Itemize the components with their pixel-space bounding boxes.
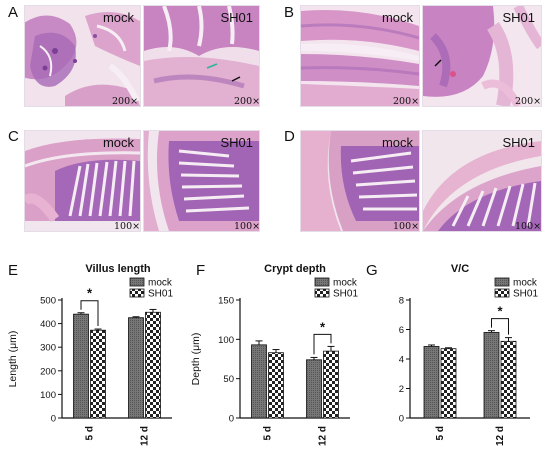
micrograph-d-mock: mock (300, 130, 420, 232)
micrograph-d-sh01: SH01 (422, 130, 542, 232)
y-axis-label: Depth (μm) (190, 333, 202, 386)
y-tick-label: 8 (399, 296, 404, 307)
label-sh01: SH01 (220, 10, 253, 25)
y-tick-label: 50 (223, 374, 234, 385)
significance-marker: * (87, 286, 93, 301)
legend-swatch-mock (314, 277, 330, 287)
legend-label-sh01: SH01 (333, 289, 358, 300)
bar-mock-12d (306, 359, 322, 419)
y-tick-label: 0 (229, 414, 234, 425)
label-mock: mock (381, 10, 413, 25)
legend-label-mock: mock (513, 278, 538, 289)
legend-label-mock: mock (148, 278, 173, 289)
legend-swatch-mock (129, 277, 145, 287)
label-sh01: SH01 (502, 135, 535, 150)
micrograph-a-sh01: SH01 (143, 5, 260, 107)
bar-sh01-5d (268, 352, 284, 419)
magnification-label: 100× (515, 221, 542, 232)
bar-mock-12d (128, 317, 144, 419)
chart-title: V/C (451, 263, 469, 275)
panel-letter-a: A (8, 4, 19, 21)
x-tick-label: 12 d (140, 426, 151, 446)
micrograph-c-sh01: SH01 (143, 130, 260, 232)
legend-swatch-mock (494, 277, 510, 287)
y-tick-label: 100 (218, 335, 234, 346)
chart-title: Villus length (85, 263, 150, 275)
panel-letter-b: B (284, 4, 295, 21)
significance-marker: * (320, 319, 326, 334)
legend-swatch-sh01 (494, 288, 510, 298)
y-tick-label: 200 (40, 366, 56, 377)
x-tick-label: 5 d (263, 426, 274, 440)
x-tick-label: 5 d (435, 426, 446, 440)
label-mock: mock (381, 135, 413, 150)
legend-label-sh01: SH01 (513, 289, 538, 300)
bar-mock-5d (423, 346, 440, 419)
y-tick-label: 0 (51, 414, 56, 425)
chart-crypt-depth: Crypt depth 0 50 100 150 Depth (μm) 5 d 12 d * mo… (185, 258, 365, 448)
legend-label-mock: mock (333, 278, 358, 289)
y-tick-label: 6 (399, 325, 404, 336)
y-tick-label: 4 (399, 355, 404, 366)
x-tick-label: 12 d (318, 426, 329, 446)
y-tick-label: 100 (40, 390, 56, 401)
micrograph-b-mock: mock (300, 5, 420, 107)
bar-sh01-12d (323, 350, 339, 419)
magnification-label: 200× (234, 96, 261, 107)
label-sh01: SH01 (220, 135, 253, 150)
magnification-label: 200× (393, 96, 420, 107)
bar-mock-5d (73, 313, 89, 419)
micrograph-c-mock: mock (24, 130, 141, 232)
x-tick-label: 5 d (85, 426, 96, 440)
y-axis-label: Length (μm) (7, 331, 19, 388)
label-mock: mock (102, 135, 134, 150)
legend-swatch-sh01 (129, 288, 145, 298)
x-tick-label: 12 d (495, 426, 506, 446)
panel-letter-c: C (8, 128, 19, 145)
chart-vc-ratio: V/C 0 2 4 6 8 5 d 12 d * mock SH01 (360, 258, 548, 448)
chart-villus-length: Villus length 0 100 200 300 400 500 Length (μm)… (0, 258, 185, 448)
panel-letter-g: G (366, 262, 378, 279)
magnification-label: 100× (234, 221, 261, 232)
bar-sh01-12d (500, 340, 517, 419)
significance-bracket (313, 333, 332, 355)
magnification-label: 100× (393, 221, 420, 232)
y-tick-label: 2 (399, 384, 404, 395)
panel-letter-e: E (8, 262, 19, 279)
chart-svg: Crypt depth 0 50 100 150 Depth (μm) 5 d 12 d * mo… (190, 263, 358, 446)
y-tick-label: 150 (218, 296, 234, 307)
label-mock: mock (102, 10, 134, 25)
magnification-label: 200× (515, 96, 542, 107)
bar-sh01-5d (90, 329, 106, 419)
y-tick-label: 300 (40, 343, 56, 354)
micrograph-b-sh01: SH01 (422, 5, 542, 107)
panel-letter-f: F (196, 262, 206, 279)
label-sh01: SH01 (502, 10, 535, 25)
significance-marker: * (497, 304, 503, 319)
significance-bracket (80, 300, 99, 327)
y-tick-label: 400 (40, 319, 56, 330)
y-tick-label: 500 (40, 296, 56, 307)
bar-sh01-12d (145, 311, 161, 419)
bar-sh01-5d (440, 348, 457, 419)
chart-title: Crypt depth (264, 263, 326, 275)
legend-label-sh01: SH01 (148, 289, 173, 300)
chart-svg: Villus length 0 100 200 300 400 500 Length (μm)… (7, 263, 173, 446)
bar-mock-5d (251, 344, 267, 419)
magnification-label: 200× (112, 96, 139, 107)
significance-bracket (491, 318, 509, 335)
micrograph-a-mock: mock (24, 5, 141, 107)
bar-mock-12d (483, 332, 500, 419)
magnification-label: 100× (114, 221, 141, 232)
y-tick-label: 0 (399, 414, 404, 425)
panel-letter-d: D (284, 128, 295, 145)
legend-swatch-sh01 (314, 288, 330, 298)
